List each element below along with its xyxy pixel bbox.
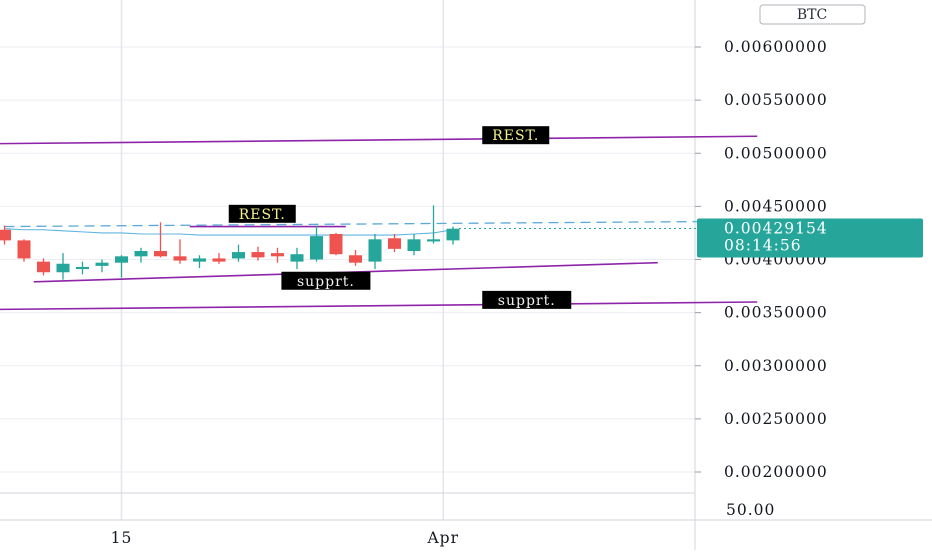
price-tick-label: 0.00200000 <box>724 463 828 481</box>
candle-body <box>37 261 50 273</box>
trendline-label-3: supprt. <box>281 271 371 290</box>
price-tick-label: 0.00350000 <box>724 304 828 322</box>
candles-layer <box>0 205 460 280</box>
candle <box>251 246 265 261</box>
time-tick-label: Apr <box>426 529 459 547</box>
candle-body <box>290 254 304 262</box>
candle-body <box>154 251 167 257</box>
trendline-4[interactable] <box>0 301 758 311</box>
trendline-label-4: supprt. <box>482 290 572 309</box>
candle <box>193 255 206 268</box>
candle <box>95 259 109 273</box>
candle <box>290 247 304 270</box>
candle-body <box>76 266 89 270</box>
label-background <box>482 290 572 309</box>
candle-body <box>329 234 343 255</box>
bar-countdown: 08:14:56 <box>724 237 802 255</box>
candle-body <box>95 262 109 266</box>
candle <box>232 244 245 262</box>
candle <box>76 261 89 275</box>
candle <box>17 239 31 262</box>
moving-average-line <box>4 228 454 236</box>
candle <box>329 232 343 256</box>
indicator-pane-label: 50.00 <box>726 501 775 519</box>
trendline-label-text: supprt. <box>297 274 355 290</box>
label-background <box>228 204 296 223</box>
trendline-label-text: REST. <box>492 128 539 144</box>
candle-body <box>17 240 31 259</box>
trendline-label-text: supprt. <box>498 293 556 309</box>
candle-body <box>173 256 187 261</box>
candle-body <box>407 239 421 251</box>
candle <box>0 225 11 245</box>
candle-body <box>427 239 440 242</box>
candle-body <box>310 236 323 260</box>
dashed-reference-line <box>4 220 746 228</box>
time-tick-label: 15 <box>111 529 133 547</box>
candle <box>310 225 323 262</box>
candle <box>349 249 362 266</box>
candle-body <box>271 253 284 257</box>
candle <box>427 205 440 244</box>
candle <box>173 239 187 264</box>
price-tick-label: 0.00450000 <box>724 197 828 215</box>
currency-badge[interactable]: BTC <box>759 4 866 25</box>
candle <box>368 234 382 270</box>
candle <box>134 247 148 263</box>
price-tick-label: 0.00300000 <box>724 357 828 375</box>
candle <box>154 222 167 258</box>
trendline-label-1: REST. <box>482 126 550 145</box>
candle <box>388 234 401 253</box>
trendline-1[interactable] <box>0 135 758 145</box>
candle-body <box>212 258 226 262</box>
price-tick-label: 0.00600000 <box>724 38 828 56</box>
candle-body <box>368 239 382 262</box>
candle <box>115 255 128 278</box>
candle-body <box>115 256 128 263</box>
currency-badge-label: BTC <box>797 7 827 23</box>
candle <box>407 234 421 256</box>
current-price-value: 0.00429154 <box>724 220 828 238</box>
candle <box>56 253 70 280</box>
candle-body <box>232 252 245 259</box>
candle-body <box>388 238 401 249</box>
candle-body <box>56 263 70 273</box>
label-background <box>482 126 550 145</box>
price-axis: 0.00600000 0.00550000 0.00500000 0.00450000… <box>111 38 923 547</box>
candle <box>446 226 460 245</box>
candle <box>212 253 226 264</box>
annotation-labels: REST. REST. supprt. supprt. <box>228 126 572 309</box>
price-tick-label: 0.00500000 <box>724 144 828 162</box>
candle-body <box>251 252 265 258</box>
trendline-label-text: REST. <box>239 207 286 223</box>
trendline-label-2: REST. <box>228 204 296 223</box>
price-tag-background <box>697 218 923 258</box>
label-background <box>281 271 371 290</box>
price-tick-label: 0.00250000 <box>724 410 828 428</box>
price-tick-label: 0.00550000 <box>724 91 828 109</box>
candle-body <box>0 229 11 241</box>
candle-body <box>134 251 148 257</box>
candle <box>271 247 284 263</box>
candle-body <box>446 228 460 241</box>
candle-body <box>349 255 362 263</box>
drawing-layer[interactable] <box>0 135 758 311</box>
candle-body <box>193 258 206 262</box>
candle <box>37 258 50 276</box>
